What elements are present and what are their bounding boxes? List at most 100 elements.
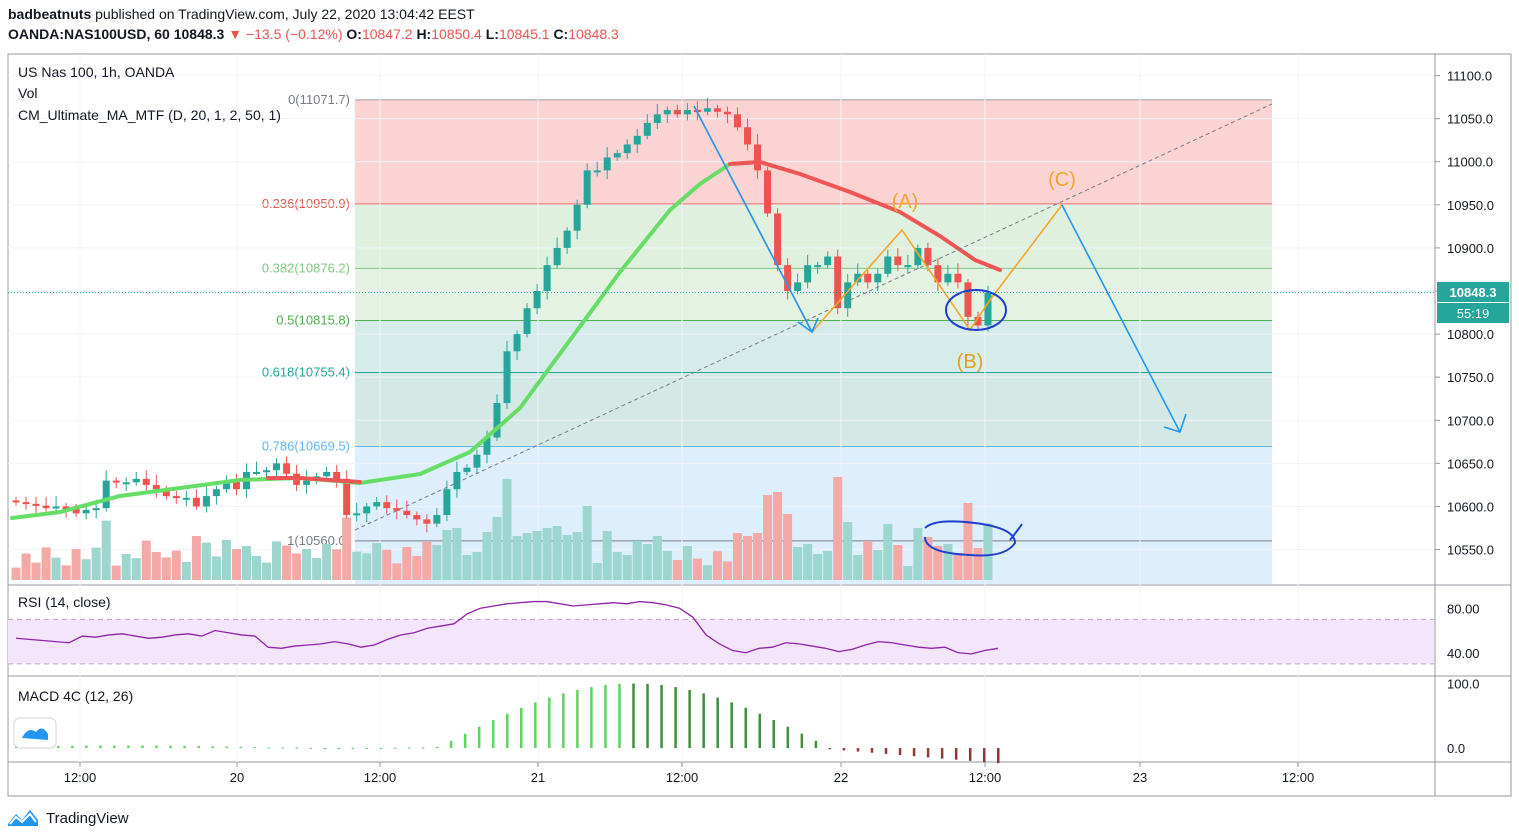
arrow-head-1 xyxy=(797,317,819,334)
time-tick-label: 12:00 xyxy=(666,770,699,785)
drawings[interactable]: (A) (B) (C) xyxy=(8,103,1434,557)
candle-up xyxy=(844,282,852,309)
volume-bar xyxy=(191,536,201,580)
candle-down xyxy=(62,506,70,510)
candle-up xyxy=(252,471,260,474)
volume-bar xyxy=(552,526,562,580)
volume-bar xyxy=(11,567,21,580)
price-tick-label: 10550.0 xyxy=(1447,543,1494,558)
rsi-line xyxy=(15,600,999,655)
volume-bar xyxy=(933,546,943,580)
macd-bar xyxy=(660,685,663,749)
candle-down xyxy=(774,213,782,266)
macd-bar xyxy=(828,748,832,750)
close-value: 10848.3 xyxy=(568,26,619,42)
time-tick-label: 20 xyxy=(230,770,244,785)
candle-up xyxy=(653,114,661,123)
macd-bar xyxy=(548,697,551,749)
volume-bar xyxy=(51,557,61,580)
highlight-circle-volume xyxy=(924,520,1023,557)
macd-bar xyxy=(562,693,565,749)
price-change: −13.5 (−0.12%) xyxy=(245,26,343,42)
candle-up xyxy=(82,509,90,514)
candle-down xyxy=(42,505,50,509)
macd-bar xyxy=(688,689,691,749)
candle-up xyxy=(483,437,491,455)
macd-bar xyxy=(113,745,116,749)
macd-bar xyxy=(506,713,509,749)
candle-up xyxy=(433,515,441,524)
macd-bar xyxy=(309,747,313,749)
volume-bar xyxy=(272,541,282,580)
volume-bar xyxy=(472,552,482,580)
author-name[interactable]: badbeatnuts xyxy=(8,6,92,22)
candle-up xyxy=(914,247,922,266)
candle-down xyxy=(764,170,772,214)
volume-bar xyxy=(332,549,342,580)
volume-bar xyxy=(251,556,261,580)
volume-bar xyxy=(31,562,41,580)
macd-bar xyxy=(15,746,18,749)
fib-label-0.786: 0.786(10669.5) xyxy=(262,439,350,454)
candle-up xyxy=(463,467,471,472)
high-label: H: xyxy=(416,26,432,42)
candle-down xyxy=(32,503,40,506)
macd-bar xyxy=(646,683,649,749)
last-price: 10848.3 xyxy=(173,26,225,42)
macd-pane: 100.0 0.0 xyxy=(15,676,1480,764)
macd-tick-label: 0.0 xyxy=(1447,741,1465,756)
time-axis: 12:00 20 12:00 21 12:00 22 12:00 23 12:00 xyxy=(64,762,1314,785)
macd-bar xyxy=(85,745,88,749)
macd-bar xyxy=(520,707,523,749)
chart-title: US Nas 100, 1h, OANDA xyxy=(18,64,175,80)
volume-bar xyxy=(592,563,602,580)
volume-bar xyxy=(41,547,51,580)
macd-bar xyxy=(604,685,607,749)
candle-up xyxy=(523,308,531,335)
open-label: O: xyxy=(346,26,362,42)
macd-bar xyxy=(421,747,425,749)
candle-up xyxy=(222,480,230,490)
high-value: 10850.4 xyxy=(431,26,482,42)
volume-bar xyxy=(893,545,903,580)
close-label: C: xyxy=(553,26,569,42)
candle-up xyxy=(944,273,952,283)
volume-bar xyxy=(803,544,813,580)
last-price-badge xyxy=(1437,282,1509,302)
volume-bar xyxy=(231,549,241,580)
volume-bar xyxy=(442,530,452,580)
candle-up xyxy=(353,513,361,516)
fib-label-0: 0(11071.7) xyxy=(288,92,350,107)
macd-bar xyxy=(351,748,355,750)
candle-down xyxy=(112,480,120,483)
candles xyxy=(12,97,992,533)
candle-down xyxy=(423,519,431,524)
symbol-label: OANDA:NAS100USD, 60 xyxy=(8,26,170,42)
candle-up xyxy=(503,351,511,404)
macd-bar xyxy=(954,748,958,760)
ma-line-rising xyxy=(10,160,762,520)
candle-down xyxy=(723,111,731,115)
volume-bar xyxy=(161,557,171,580)
volume-bar xyxy=(783,514,793,580)
candle-up xyxy=(303,480,311,485)
wave-label: (B) xyxy=(957,351,984,373)
candle-down xyxy=(413,515,421,520)
countdown-text: 55:19 xyxy=(1457,306,1490,321)
volume-bar xyxy=(352,551,362,580)
volume-bar xyxy=(111,565,121,580)
candle-up xyxy=(363,506,371,514)
macd-bar xyxy=(127,745,130,749)
volume-bar xyxy=(282,545,292,580)
candle-up xyxy=(583,170,591,205)
volume-legend: Vol xyxy=(18,85,37,101)
candle-up xyxy=(884,256,892,274)
candle-down xyxy=(22,502,30,505)
candle-up xyxy=(52,506,60,509)
tradingview-brand[interactable]: TradingView xyxy=(46,809,129,827)
candle-up xyxy=(663,110,671,115)
candle-up xyxy=(703,108,711,112)
volume-bar xyxy=(602,531,612,580)
candle-up xyxy=(824,256,832,266)
